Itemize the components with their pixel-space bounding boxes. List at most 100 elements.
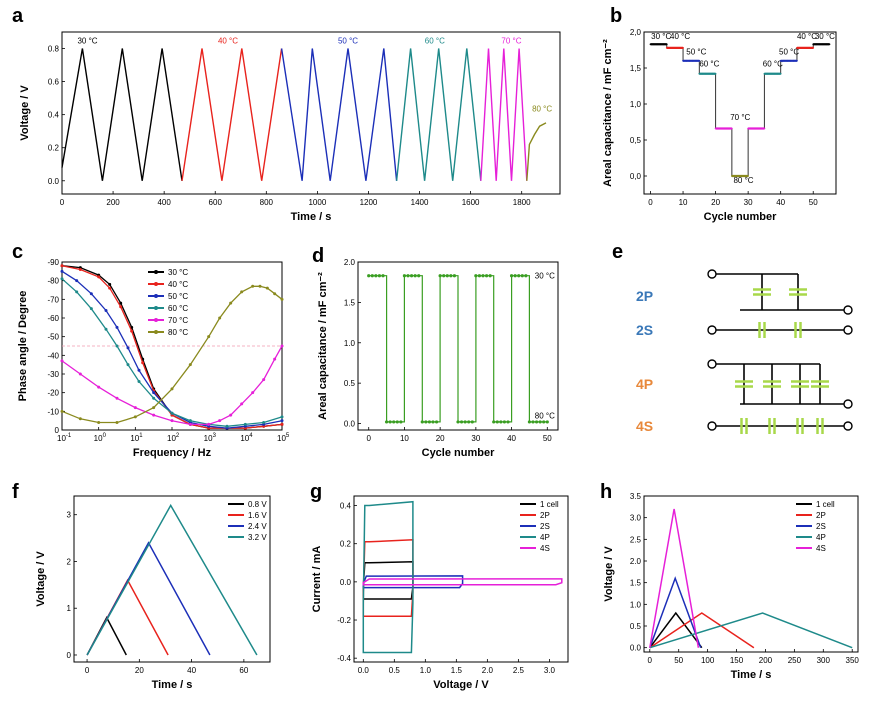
panel-label-g: g [310,481,322,503]
data-point [672,46,675,49]
data-point [75,290,79,294]
data-point [779,59,782,62]
data-point [265,286,269,290]
data-point [89,292,93,296]
data-point [420,420,424,424]
series-line [649,612,755,649]
y-tick-label: 0 [55,426,60,435]
data-point [812,46,815,49]
data-point [262,421,266,425]
data-point [60,359,64,363]
series-line [61,48,183,181]
y-tick-label: 1 [67,604,72,613]
x-tick-exp: 5 [286,433,290,439]
data-point [698,72,701,75]
legend-label: 2P [540,511,550,520]
x-tick-label: 3.0 [544,666,556,675]
data-point [669,46,671,49]
data-point [133,415,137,419]
y-axis-label: Areal capacitance / mF cm⁻² [317,272,329,420]
circuit-label: 4S [636,418,653,434]
panel-label-f: f [12,481,19,503]
y-tick-label: 3.5 [630,492,642,501]
y-tick-label: 1.0 [344,339,356,348]
data-point [659,43,662,46]
panel-label-b: b [610,5,622,27]
legend-label: 1 cell [816,500,835,509]
legend-marker [154,318,158,322]
y-tick-label: -80 [47,277,59,286]
data-point [273,292,277,296]
y-tick-label: -20 [47,389,59,398]
data-point [60,277,64,281]
level-annotation: 40 °C [797,32,817,41]
x-tick-label: 105 [277,433,290,443]
data-point [130,329,134,333]
level-annotation: 80 °C [733,176,753,185]
terminal [707,421,717,431]
data-point [273,357,277,361]
data-point [115,396,119,400]
x-tick-base: 10 [130,434,139,443]
x-tick-label: 0 [60,198,65,207]
data-point [60,409,64,413]
y-tick-label: -60 [47,314,59,323]
legend-label: 0.8 V [248,500,267,509]
data-point [377,274,382,278]
data-point [542,420,546,424]
x-tick-label: 60 [239,666,248,675]
data-point [262,378,266,382]
data-point [240,290,244,294]
data-point [115,325,119,329]
data-point [760,127,763,130]
x-tick-exp: 1 [139,433,143,439]
y-tick-label: 0.0 [344,420,356,429]
data-point [470,420,474,424]
data-point [825,43,828,46]
data-point [730,175,733,177]
data-point [492,420,496,424]
data-point [218,316,222,320]
y-axis-label: Areal capacitance / mF cm⁻² [602,39,614,187]
y-tick-label: 2 [67,557,72,566]
data-point [424,420,428,424]
series-line [61,265,283,429]
x-axis-label: Cycle number [422,447,495,459]
series-annotation: 70 °C [501,37,521,46]
circuit-label: 2S [636,322,653,338]
circuit-label: 2P [636,288,653,304]
data-point [691,59,694,62]
data-point [75,279,79,283]
data-point [406,274,410,278]
x-tick-label: 400 [157,198,171,207]
data-point [724,127,727,130]
x-tick-label: 103 [204,433,217,443]
annotation: 30 °C [535,272,555,281]
terminal [843,399,853,409]
y-tick-label: -50 [47,333,59,342]
panel-d: 0 10 20 30 40 50 0.0 0.5 1.0 1.5 2.0 Cycle number Ar… [317,258,559,459]
level-annotation: 60 °C [699,60,719,69]
x-tick-label: 800 [260,198,274,207]
circuit-label: 4P [636,376,653,392]
legend-label: 2S [816,522,826,531]
y-tick-label: -70 [47,295,59,304]
series-line [368,275,548,423]
data-point [789,59,792,62]
series-annotation: 80 °C [532,104,552,113]
data-point [207,335,211,339]
x-tick-label: 1.5 [451,666,463,675]
data-point [698,59,701,62]
data-point [649,43,652,46]
data-point [229,413,233,417]
data-point [258,284,262,288]
panel-label-c: c [12,241,23,263]
plot-frame [61,31,561,195]
data-point [730,127,733,130]
legend-label: 30 °C [168,268,188,277]
x-tick-label: 0 [648,656,653,665]
y-tick-label: -0.2 [337,616,351,625]
data-point [137,379,141,383]
series-line [86,615,127,656]
